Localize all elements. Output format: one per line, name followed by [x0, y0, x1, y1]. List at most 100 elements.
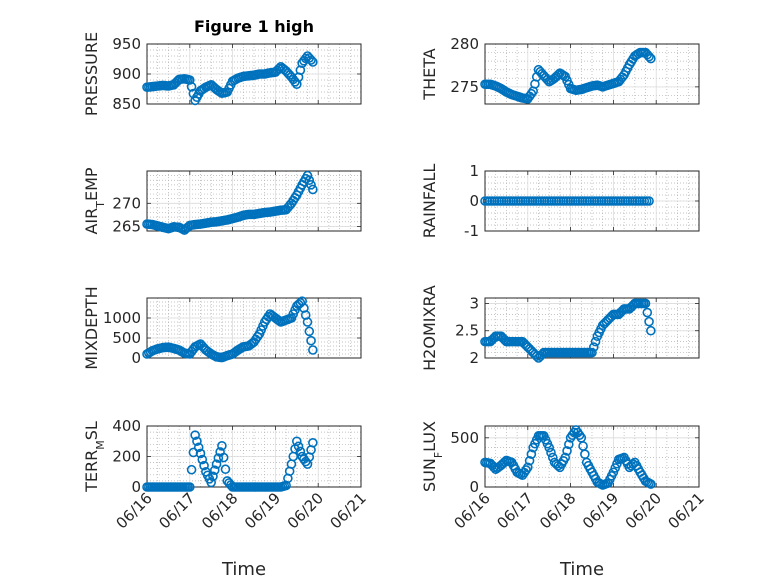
data-point	[306, 335, 316, 346]
data-point	[634, 196, 645, 206]
data-point	[242, 482, 252, 492]
data-point	[217, 441, 227, 451]
x-tick-label: 06/18	[536, 489, 579, 532]
data-point	[304, 175, 315, 186]
data-point	[563, 196, 574, 206]
data-point	[209, 217, 220, 227]
y-tick-label: 0	[131, 349, 141, 367]
data-point	[220, 464, 231, 475]
y-tick-label: 280	[450, 35, 479, 53]
series-markers	[142, 170, 318, 235]
y-axis-label: AIRTEMP	[82, 167, 107, 234]
data-point	[161, 223, 172, 234]
subplot-3: 265 270 AIRTEMP	[82, 167, 362, 235]
data-point	[642, 307, 653, 318]
subplot-1: 850 900 950 PRESSURE Figure 1 high	[82, 17, 362, 116]
data-point	[274, 205, 284, 216]
data-point	[186, 82, 197, 92]
data-point	[638, 298, 649, 309]
data-point	[569, 84, 579, 95]
data-point	[293, 441, 304, 452]
x-tick-label: 06/18	[198, 489, 241, 532]
data-point	[591, 196, 602, 206]
data-point	[161, 482, 172, 492]
data-point	[308, 345, 318, 355]
data-point	[484, 196, 495, 206]
data-point	[505, 336, 515, 347]
data-point	[183, 482, 193, 492]
data-point	[306, 445, 316, 455]
data-point	[590, 80, 601, 91]
series-markers	[480, 425, 656, 490]
data-point	[542, 196, 552, 206]
data-point	[172, 482, 183, 492]
data-point	[506, 196, 516, 206]
x-tick-label: 06/20	[284, 489, 327, 532]
data-point	[588, 342, 599, 352]
data-point	[304, 53, 315, 63]
data-point	[519, 338, 530, 349]
data-point	[596, 479, 606, 489]
data-point	[610, 463, 620, 473]
data-point	[274, 63, 284, 74]
y-axis-label: RAINFALL	[420, 164, 439, 239]
subplot-2: 275 280 THETA	[420, 35, 700, 105]
data-point	[242, 209, 252, 220]
data-point	[644, 316, 654, 327]
data-point	[510, 336, 521, 347]
y-axis-label: PRESSURE	[82, 32, 101, 116]
data-point	[190, 430, 200, 440]
axes-border	[484, 425, 700, 488]
data-point	[215, 352, 225, 363]
data-point	[558, 455, 569, 466]
axes-border	[146, 297, 362, 359]
data-point	[574, 347, 585, 358]
data-point	[644, 51, 654, 62]
data-point	[599, 196, 609, 206]
x-tick-label: 06/17	[155, 489, 198, 532]
data-point	[258, 482, 268, 492]
data-point	[295, 65, 306, 75]
y-tick-label: 950	[112, 35, 141, 53]
data-point	[556, 196, 566, 206]
data-point	[272, 65, 282, 76]
data-point	[218, 452, 229, 463]
data-point	[569, 427, 579, 438]
data-point	[192, 436, 202, 447]
y-axis-label: TERRMSL	[82, 421, 107, 493]
x-tick-label: 06/19	[579, 489, 622, 532]
data-point	[177, 224, 188, 234]
data-point	[161, 342, 172, 353]
data-point	[483, 79, 494, 90]
y-tick-label: 270	[112, 194, 141, 212]
data-point	[526, 88, 537, 99]
axes-border	[146, 170, 362, 232]
data-point	[613, 196, 623, 206]
series-markers	[480, 298, 656, 363]
data-point	[213, 453, 224, 463]
y-axis-label: SUNFLUX	[420, 421, 445, 492]
data-point	[499, 196, 509, 206]
data-point	[145, 219, 156, 230]
y-tick-label: 2	[469, 349, 479, 367]
data-point	[570, 196, 581, 206]
data-point	[299, 55, 309, 66]
data-point	[199, 218, 209, 229]
y-tick-label: 850	[112, 95, 141, 113]
series-markers	[142, 430, 318, 492]
data-point	[283, 202, 293, 213]
data-point	[274, 482, 284, 492]
data-point	[633, 298, 644, 309]
data-point	[167, 222, 177, 233]
data-point	[590, 336, 601, 347]
data-point	[577, 196, 588, 206]
data-point	[641, 196, 652, 206]
data-point	[193, 219, 204, 230]
x-tick-label: 06/17	[493, 489, 536, 532]
data-point	[606, 471, 617, 481]
y-tick-label: 3	[469, 294, 479, 312]
data-point	[646, 325, 656, 336]
x-axis-label: Time	[559, 559, 604, 580]
data-point	[526, 449, 537, 460]
y-tick-label: 0	[469, 192, 479, 210]
